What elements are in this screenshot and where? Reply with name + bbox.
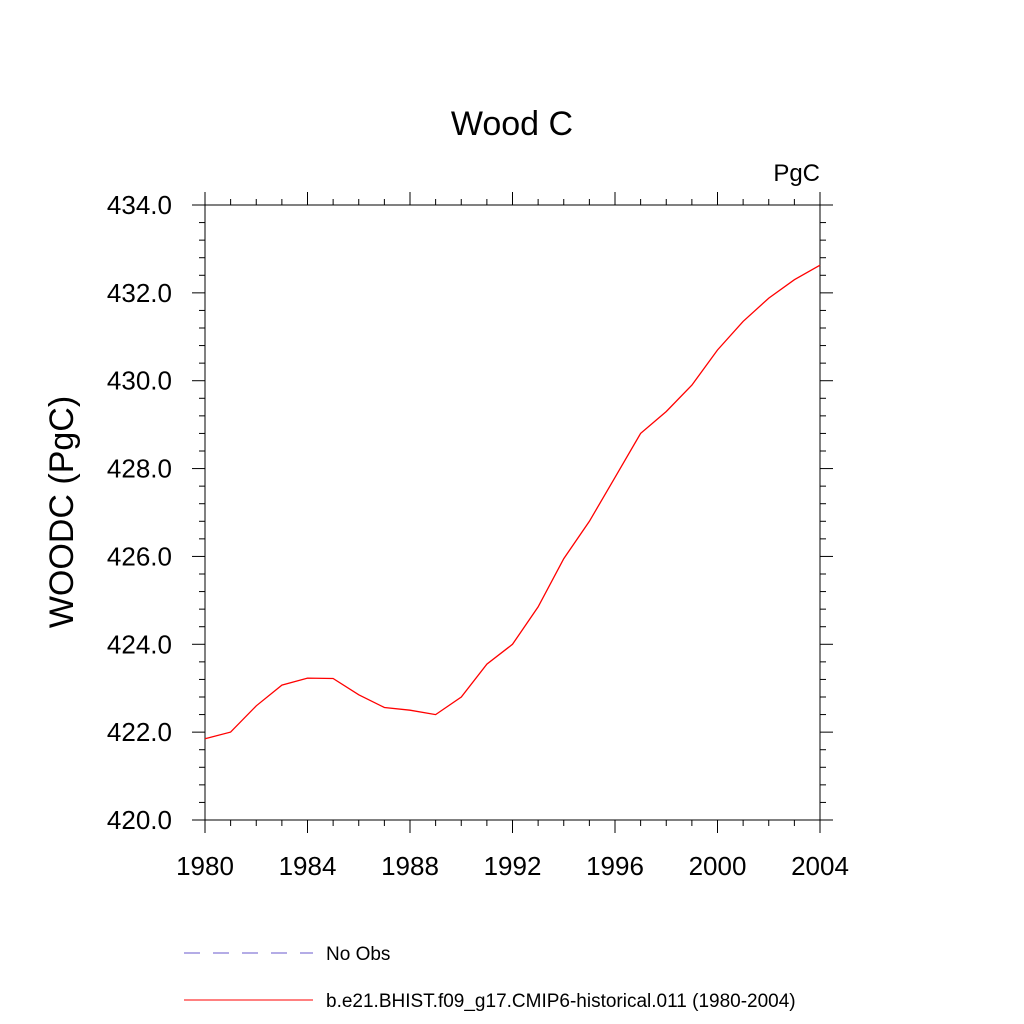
chart-title: Wood C bbox=[451, 105, 573, 143]
series-line bbox=[204, 264, 821, 740]
x-tick-label: 2000 bbox=[689, 851, 747, 881]
x-tick-label: 1992 bbox=[484, 851, 542, 881]
y-tick-label: 422.0 bbox=[107, 717, 172, 747]
y-tick-label: 426.0 bbox=[107, 541, 172, 571]
x-tick-label: 1988 bbox=[381, 851, 439, 881]
x-tick-label: 2004 bbox=[791, 851, 849, 881]
x-tick-labels: 1980 1984 1988 1992 1996 2000 2004 bbox=[176, 851, 849, 881]
x-tick-label: 1984 bbox=[279, 851, 337, 881]
y-tick-labels: 420.0 422.0 424.0 426.0 428.0 430.0 432.0 434.0 bbox=[107, 190, 172, 835]
x-tick-label: 1980 bbox=[176, 851, 234, 881]
y-tick-label: 434.0 bbox=[107, 190, 172, 220]
y-tick-label: 420.0 bbox=[107, 805, 172, 835]
y-tick-label: 424.0 bbox=[107, 629, 172, 659]
legend-label: No Obs bbox=[326, 944, 390, 965]
y-tick-label: 430.0 bbox=[107, 366, 172, 396]
legend-label: b.e21.BHIST.f09_g17.CMIP6-historical.011… bbox=[326, 991, 796, 1012]
units-label: PgC bbox=[773, 160, 820, 187]
axis-ticks bbox=[192, 192, 833, 833]
y-axis-label: WOODC (PgC) bbox=[43, 396, 81, 628]
x-tick-label: 1996 bbox=[586, 851, 644, 881]
legend: No Obs b.e21.BHIST.f09_g17.CMIP6-historic… bbox=[184, 944, 796, 1012]
series-lines bbox=[204, 264, 821, 740]
y-tick-label: 428.0 bbox=[107, 454, 172, 484]
y-tick-label: 432.0 bbox=[107, 278, 172, 308]
plot-frame bbox=[204, 204, 821, 821]
